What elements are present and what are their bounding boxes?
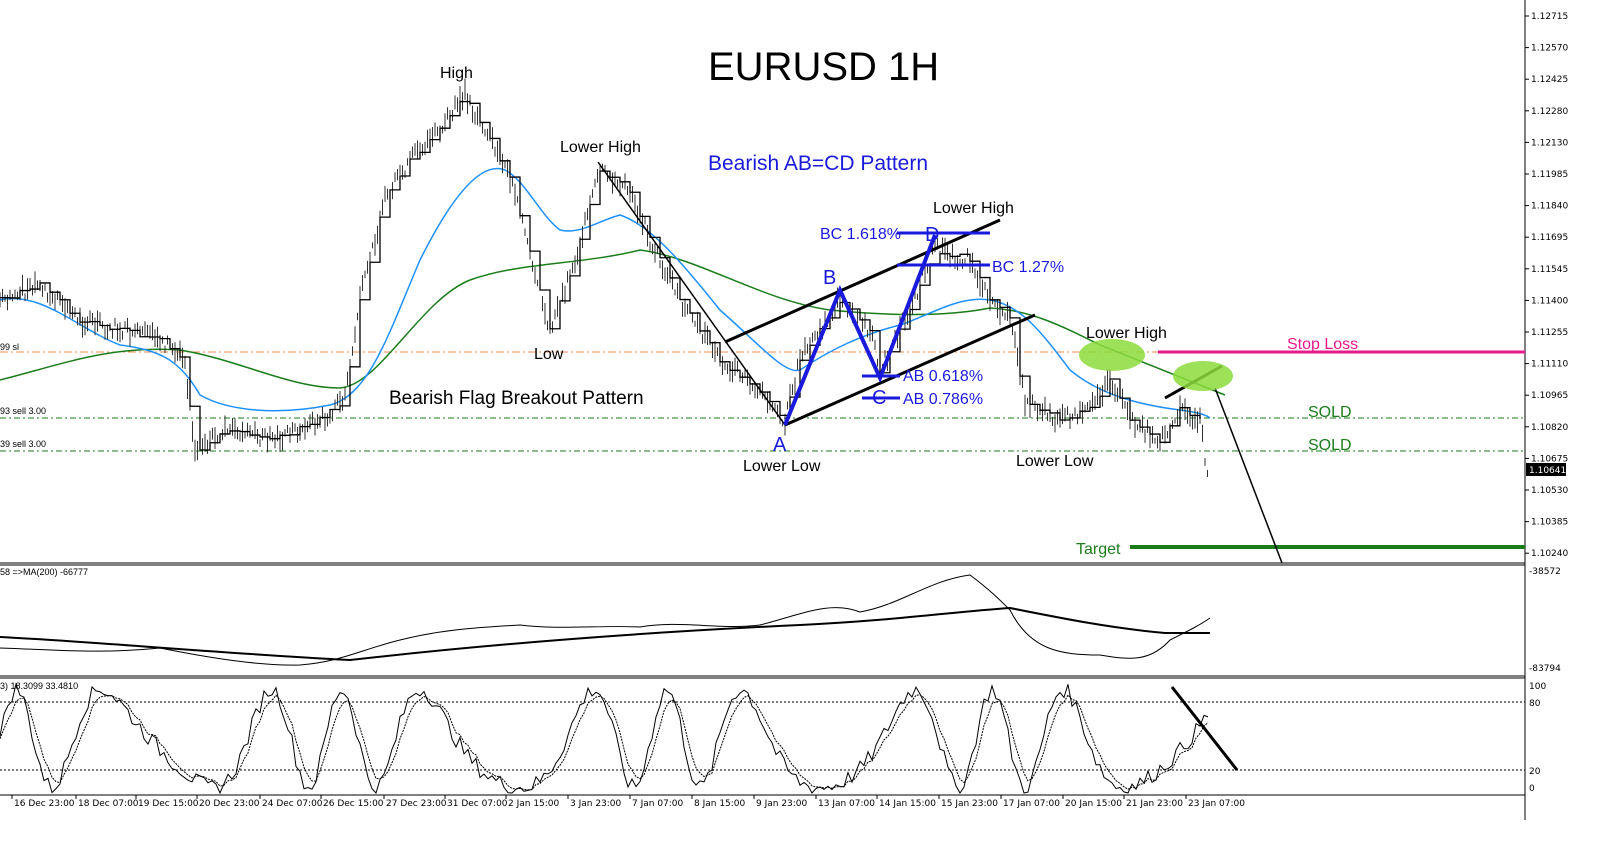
price-tick-label: 1.10385 — [1531, 518, 1568, 528]
time-tick-label: 2 Jan 15:00 — [508, 799, 560, 809]
stochastic-line — [0, 682, 1209, 795]
time-tick-label: 17 Jan 07:00 — [1003, 799, 1060, 809]
price-tick-label: 1.12425 — [1531, 75, 1568, 85]
label-stop-loss: Stop Loss — [1287, 336, 1358, 353]
label-bc-127: BC 1.27% — [992, 259, 1064, 276]
price-tick-label: 1.10530 — [1531, 486, 1568, 496]
time-tick-label: 3 Jan 23:00 — [570, 799, 622, 809]
ma-slow-line — [0, 249, 1226, 396]
price-tick-label: 1.11110 — [1531, 360, 1568, 370]
order-label-sell-1: 93 sell 3.00 — [0, 406, 46, 416]
indicator1-tick-top: -38572 — [1529, 567, 1561, 577]
time-tick-label: 31 Dec 07:00 — [447, 799, 508, 809]
label-point-b: B — [823, 267, 836, 289]
label-flag: Bearish Flag Breakout Pattern — [389, 388, 644, 409]
time-tick-label: 26 Dec 15:00 — [323, 799, 384, 809]
indicator2-label: 3) 18.3099 33.4810 — [0, 681, 78, 691]
label-ab-0618: AB 0.618% — [903, 368, 983, 385]
price-step-line — [0, 100, 1201, 451]
indicator2-tick-20: 20 — [1529, 767, 1541, 777]
label-lower-high-1: Lower High — [560, 139, 641, 156]
price-tick-label: 1.12715 — [1531, 12, 1568, 22]
price-tick-label: 1.12280 — [1531, 107, 1568, 117]
ma-fast-line — [0, 167, 1211, 419]
label-point-d: D — [925, 224, 939, 246]
price-tick-label: 1.11840 — [1531, 202, 1568, 212]
abcd-lines — [783, 234, 937, 426]
price-tick-label: 1.11545 — [1531, 265, 1568, 275]
lower-high-highlight-1 — [1079, 339, 1145, 371]
time-tick-label: 8 Jan 15:00 — [694, 799, 746, 809]
stochastic-signal-line — [0, 694, 1209, 791]
chart-subtitle: Bearish AB=CD Pattern — [708, 152, 928, 175]
order-label-sl: 99 sl — [0, 342, 19, 352]
label-lower-low-2: Lower Low — [1016, 453, 1094, 470]
indicator2-tick-80: 80 — [1529, 699, 1541, 709]
price-tick-label: 1.12570 — [1531, 44, 1568, 54]
current-price-value: 1.10641 — [1529, 466, 1566, 476]
price-tick-label: 1.11255 — [1531, 328, 1568, 338]
time-tick-label: 27 Dec 23:00 — [386, 799, 447, 809]
bearish-flag-channel — [597, 161, 1283, 564]
label-bc-1618: BC 1.618% — [820, 226, 901, 243]
order-label-sell-2: 39 sell 3.00 — [0, 439, 46, 449]
time-tick-label: 24 Dec 07:00 — [262, 799, 323, 809]
price-tick-label: 1.12130 — [1531, 138, 1568, 148]
time-tick-label: 14 Jan 15:00 — [879, 799, 936, 809]
price-tick-label: 1.10240 — [1531, 549, 1568, 559]
price-tick-label: 1.11400 — [1531, 296, 1568, 306]
label-sold-2: SOLD — [1308, 437, 1352, 454]
time-tick-label: 16 Dec 23:00 — [14, 799, 75, 809]
chart-title: EURUSD 1H — [708, 45, 939, 89]
label-ab-0786: AB 0.786% — [903, 391, 983, 408]
time-tick-label: 13 Jan 07:00 — [818, 799, 875, 809]
label-point-c: C — [872, 387, 886, 409]
abcd-pattern — [783, 231, 990, 426]
price-axis: 1.12715 1.12570 1.12425 1.12280 1.12130 1.119… — [1525, 12, 1568, 559]
lower-high-highlight-2 — [1173, 361, 1233, 391]
time-tick-label: 19 Dec 15:00 — [138, 799, 199, 809]
time-tick-label: 9 Jan 23:00 — [756, 799, 808, 809]
label-target: Target — [1076, 541, 1121, 558]
time-tick-label: 21 Jan 23:00 — [1126, 799, 1183, 809]
time-axis: 16 Dec 23:00 18 Dec 07:00 19 Dec 15:00 20 D… — [11, 795, 1245, 809]
time-tick-label: 20 Jan 15:00 — [1065, 799, 1122, 809]
stoch-downtrend-line — [1170, 686, 1239, 771]
indicator1-line — [0, 574, 1211, 666]
indicator2-tick-100: 100 — [1529, 682, 1546, 692]
label-high: High — [440, 65, 473, 82]
price-tick-label: 1.11695 — [1531, 233, 1568, 243]
price-tick-label: 1.10965 — [1531, 391, 1568, 401]
time-tick-label: 20 Dec 23:00 — [199, 799, 260, 809]
panel-frames — [0, 0, 1526, 820]
current-price-badge — [1526, 463, 1566, 476]
price-tick-label: 1.10675 — [1531, 454, 1568, 464]
label-sold-1: SOLD — [1308, 404, 1352, 421]
label-point-a: A — [773, 434, 787, 456]
time-tick-label: 23 Jan 07:00 — [1188, 799, 1245, 809]
time-tick-label: 15 Jan 23:00 — [941, 799, 998, 809]
label-lower-high-3: Lower High — [1086, 325, 1167, 342]
price-tick-label: 1.10820 — [1531, 423, 1568, 433]
label-lower-high-2: Lower High — [933, 200, 1014, 217]
price-tick-label: 1.11985 — [1531, 170, 1568, 180]
indicator1-tick-bottom: -83794 — [1529, 664, 1561, 674]
label-lower-low-1: Lower Low — [743, 458, 821, 475]
indicator1-label: 58 =>MA(200) -66777 — [0, 567, 88, 577]
indicator2-tick-0: 0 — [1529, 784, 1535, 794]
time-tick-label: 7 Jan 07:00 — [632, 799, 684, 809]
label-low: Low — [534, 346, 564, 363]
time-tick-label: 18 Dec 07:00 — [78, 799, 139, 809]
indicator1-ma-line — [0, 606, 1210, 662]
